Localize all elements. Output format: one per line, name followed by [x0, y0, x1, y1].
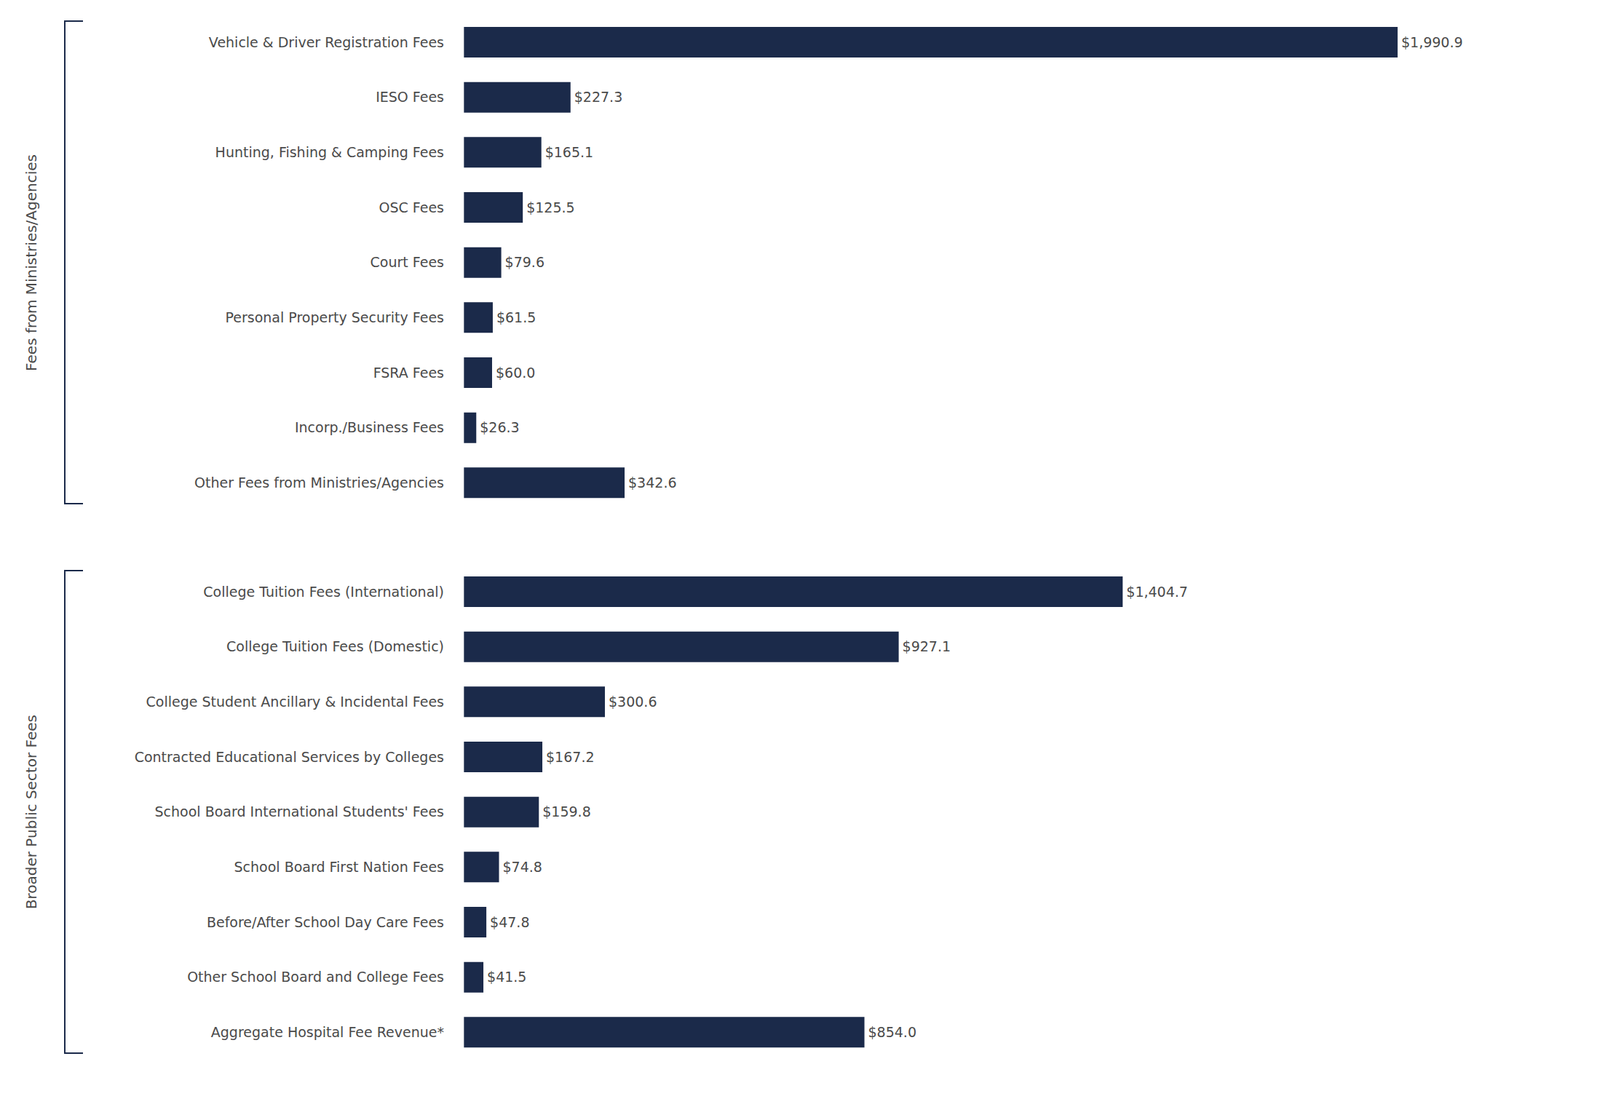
svg-text:$26.3: $26.3 — [479, 419, 520, 436]
svg-text:Other Fees from Ministries/Age: Other Fees from Ministries/Agencies — [194, 474, 445, 491]
svg-text:$167.2: $167.2 — [545, 749, 594, 766]
svg-text:$1,404.7: $1,404.7 — [1126, 583, 1188, 600]
svg-text:College Tuition Fees (Domestic: College Tuition Fees (Domestic) — [226, 638, 445, 655]
svg-text:School Board First Nation Fees: School Board First Nation Fees — [234, 858, 445, 875]
svg-text:$60.0: $60.0 — [495, 364, 536, 381]
html-text:Broader Public Sector Fees: Broader Public Sector Fees — [22, 714, 41, 910]
svg-text:$159.8: $159.8 — [542, 803, 591, 820]
svg-text:$79.6: $79.6 — [505, 254, 545, 271]
svg-text:$61.5: $61.5 — [496, 309, 536, 326]
svg-text:OSC Fees: OSC Fees — [379, 199, 445, 216]
svg-text:$854.0: $854.0 — [868, 1024, 917, 1041]
svg-text:$227.3: $227.3 — [574, 88, 623, 105]
svg-text:IESO Fees: IESO Fees — [375, 88, 445, 105]
svg-text:$41.5: $41.5 — [486, 968, 527, 985]
svg-text:Vehicle & Driver Registration: Vehicle & Driver Registration Fees — [208, 34, 445, 51]
svg-text:Contracted Educational Service: Contracted Educational Services by Colle… — [134, 749, 445, 766]
svg-text:$165.1: $165.1 — [545, 144, 594, 161]
svg-text:Personal Property Security Fee: Personal Property Security Fees — [225, 309, 445, 326]
svg-text:$300.6: $300.6 — [608, 693, 657, 710]
svg-text:$1,990.9: $1,990.9 — [1401, 34, 1464, 51]
svg-text:Before/After School Day Care F: Before/After School Day Care Fees — [206, 914, 445, 931]
svg-text:$74.8: $74.8 — [503, 858, 543, 875]
svg-text:Incorp./Business Fees: Incorp./Business Fees — [294, 419, 445, 436]
svg-text:$125.5: $125.5 — [526, 199, 575, 216]
svg-text:School Board International Stu: School Board International Students' Fee… — [155, 803, 445, 820]
svg-text:Court Fees: Court Fees — [370, 254, 445, 271]
html-text:Fees from Ministries/Agencies: Fees from Ministries/Agencies — [22, 153, 41, 371]
svg-text:$342.6: $342.6 — [628, 474, 677, 491]
svg-text:Other School Board and College: Other School Board and College Fees — [187, 968, 445, 985]
svg-text:$927.1: $927.1 — [902, 638, 951, 655]
svg-text:College Student Ancillary & In: College Student Ancillary & Incidental F… — [146, 693, 445, 710]
svg-text:Aggregate Hospital Fee Revenue: Aggregate Hospital Fee Revenue* — [211, 1024, 445, 1041]
svg-text:FSRA Fees: FSRA Fees — [373, 364, 445, 381]
svg-text:College Tuition Fees (Internat: College Tuition Fees (International) — [203, 583, 445, 600]
svg-text:$47.8: $47.8 — [489, 914, 530, 931]
svg-text:Hunting, Fishing & Camping Fee: Hunting, Fishing & Camping Fees — [215, 144, 445, 161]
